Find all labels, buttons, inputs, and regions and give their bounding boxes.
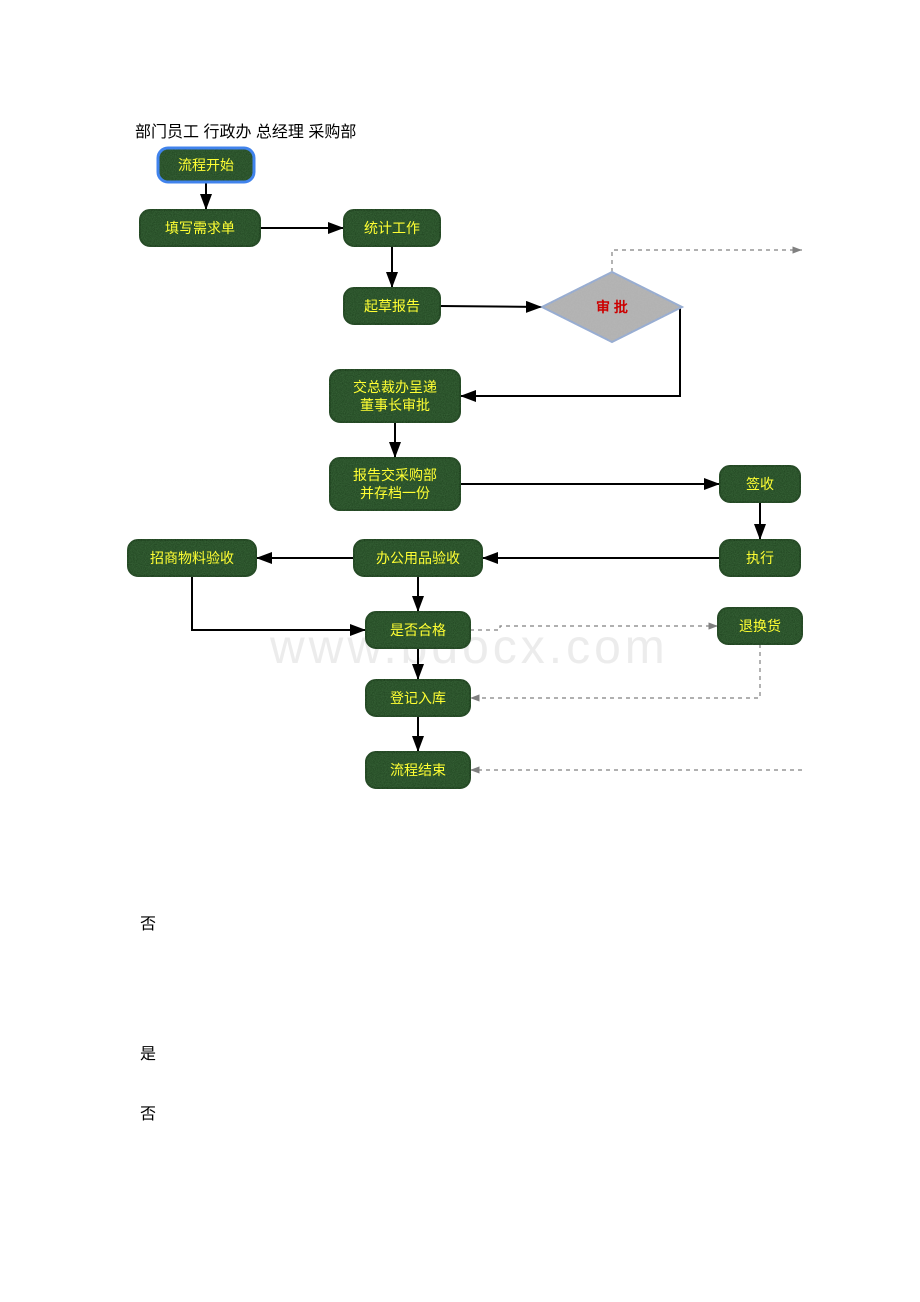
edge-3 bbox=[440, 306, 542, 307]
node-n5: 报告交采购部并存档一份 bbox=[330, 458, 460, 510]
node-n2: 统计工作 bbox=[344, 210, 440, 246]
plain-label-2: 否 bbox=[140, 1100, 156, 1124]
node-n9: 执行 bbox=[720, 540, 800, 576]
edge-15 bbox=[470, 626, 718, 630]
svg-text:退换货: 退换货 bbox=[739, 618, 781, 634]
plain-label-1: 是 bbox=[140, 1040, 156, 1064]
svg-text:是否合格: 是否合格 bbox=[390, 622, 446, 638]
edge-10 bbox=[192, 576, 366, 630]
svg-text:招商物料验收: 招商物料验收 bbox=[150, 550, 234, 566]
node-n3: 起草报告 bbox=[344, 288, 440, 324]
svg-text:报告交采购部: 报告交采购部 bbox=[353, 467, 437, 483]
svg-text:统计工作: 统计工作 bbox=[364, 220, 420, 236]
svg-text:执行: 执行 bbox=[746, 550, 774, 566]
node-end: 流程结束 bbox=[366, 752, 470, 788]
svg-text:并存档一份: 并存档一份 bbox=[360, 485, 430, 501]
svg-text:流程开始: 流程开始 bbox=[178, 157, 234, 173]
edge-16 bbox=[470, 644, 760, 698]
flowchart-canvas: 流程开始填写需求单统计工作起草报告审 批交总裁办呈递董事长审批报告交采购部并存档… bbox=[0, 0, 920, 1302]
svg-text:起草报告: 起草报告 bbox=[364, 298, 420, 314]
svg-text:交总裁办呈递: 交总裁办呈递 bbox=[353, 379, 437, 395]
node-d1: 审 批 bbox=[542, 272, 682, 342]
svg-text:登记入库: 登记入库 bbox=[390, 690, 446, 706]
node-start: 流程开始 bbox=[158, 148, 254, 182]
node-n11: 退换货 bbox=[718, 608, 802, 644]
plain-label-0: 否 bbox=[140, 910, 156, 934]
node-n6: 签收 bbox=[720, 466, 800, 502]
node-n12: 登记入库 bbox=[366, 680, 470, 716]
svg-text:董事长审批: 董事长审批 bbox=[360, 397, 430, 413]
svg-text:流程结束: 流程结束 bbox=[390, 762, 446, 778]
node-n7: 招商物料验收 bbox=[128, 540, 256, 576]
node-n10: 是否合格 bbox=[366, 612, 470, 648]
node-n1: 填写需求单 bbox=[140, 210, 260, 246]
node-n8: 办公用品验收 bbox=[354, 540, 482, 576]
svg-text:填写需求单: 填写需求单 bbox=[165, 220, 235, 236]
node-n4: 交总裁办呈递董事长审批 bbox=[330, 370, 460, 422]
svg-text:办公用品验收: 办公用品验收 bbox=[376, 550, 460, 566]
svg-text:签收: 签收 bbox=[746, 476, 774, 492]
edge-14 bbox=[612, 250, 802, 272]
svg-text:审 批: 审 批 bbox=[596, 299, 628, 315]
